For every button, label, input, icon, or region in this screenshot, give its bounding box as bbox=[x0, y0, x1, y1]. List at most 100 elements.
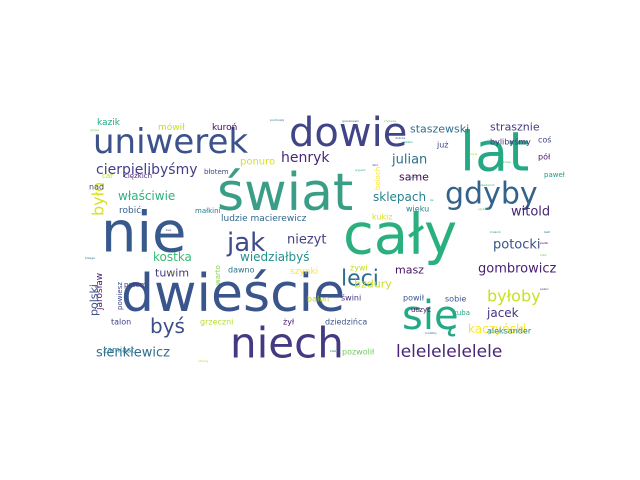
cloud-word: wiedziałbyś bbox=[240, 250, 310, 264]
cloud-word: mele bbox=[470, 152, 478, 156]
cloud-word: grzeczni bbox=[200, 318, 233, 327]
cloud-word: balon bbox=[307, 295, 329, 304]
cloud-word: lat bbox=[460, 121, 529, 184]
cloud-word: sobie bbox=[445, 295, 466, 304]
cloud-word: cholewa bbox=[384, 119, 397, 123]
cloud-word: henryk bbox=[281, 150, 330, 166]
cloud-word: sklepach bbox=[373, 190, 426, 204]
cloud-word: julian bbox=[391, 153, 427, 168]
cloud-word: jak bbox=[226, 228, 265, 258]
cloud-word: talon bbox=[111, 318, 131, 327]
cloud-word: było bbox=[89, 182, 108, 216]
cloud-word: nie bbox=[101, 201, 187, 266]
cloud-word: wydał bbox=[408, 175, 417, 179]
cloud-word: uczyć bbox=[411, 306, 431, 314]
cloud-word: byłoby bbox=[487, 287, 541, 306]
cloud-word: byś bbox=[150, 314, 185, 338]
cloud-word: robić bbox=[119, 205, 141, 216]
cloud-word: ciężkich bbox=[124, 172, 152, 180]
cloud-word: już bbox=[436, 141, 449, 150]
cloud-word: witold bbox=[511, 205, 550, 220]
cloud-word: spalić bbox=[540, 287, 549, 291]
cloud-word: pochwały bbox=[270, 118, 284, 122]
cloud-word: akademik bbox=[480, 183, 495, 187]
cloud-word: świni bbox=[341, 293, 361, 303]
cloud-word: nad bbox=[89, 183, 104, 192]
cloud-word: potocki bbox=[493, 238, 541, 253]
cloud-word: kraśnik bbox=[490, 230, 501, 234]
cloud-word: chcesz bbox=[168, 271, 179, 275]
cloud-word: dwieście bbox=[121, 264, 345, 324]
cloud-word: leci bbox=[341, 267, 379, 292]
cloud-word: kostka bbox=[153, 250, 192, 264]
cloud-word: wyjazd bbox=[355, 168, 365, 172]
cloud-word: paweł bbox=[544, 171, 565, 179]
cloud-word: sienkiewicz bbox=[96, 346, 170, 361]
cloud-word: żył bbox=[283, 318, 295, 327]
cloud-word: małkini bbox=[195, 207, 221, 215]
cloud-word: gombrowicz bbox=[478, 262, 557, 277]
cloud-word: kazik bbox=[97, 118, 121, 128]
cloud-word: dobrze bbox=[395, 136, 405, 140]
cloud-word: świat bbox=[217, 163, 353, 223]
cloud-word: kukiz bbox=[372, 213, 393, 222]
cloud-word: mówił bbox=[158, 122, 185, 133]
cloud-word: kładł bbox=[330, 349, 337, 353]
cloud-word: uniwerek bbox=[93, 122, 248, 162]
cloud-word: skaka bbox=[404, 140, 413, 144]
cloud-word: lelelelelelele bbox=[396, 342, 502, 362]
cloud-word: dowie bbox=[289, 110, 407, 156]
cloud-word: dawno bbox=[228, 266, 255, 275]
cloud-word: niezyt bbox=[287, 233, 326, 248]
cloud-word: coś bbox=[538, 135, 551, 145]
cloud-word: kolega bbox=[85, 256, 95, 260]
cloud-word: tuwim bbox=[155, 267, 189, 280]
cloud-word: bylibyśmy bbox=[490, 137, 531, 147]
cloud-word: żywi bbox=[350, 264, 368, 273]
cloud-word: powiesz bbox=[116, 282, 124, 310]
cloud-word: obrony bbox=[198, 359, 209, 363]
cloud-word: łaził bbox=[544, 230, 550, 234]
cloud-word: właściwie bbox=[118, 189, 175, 203]
cloud-word: dziś bbox=[372, 163, 378, 167]
cloud-word: grankowski bbox=[342, 119, 359, 123]
cloud-word: polski bbox=[88, 284, 101, 316]
cloud-word: kaczyński bbox=[468, 322, 526, 336]
cloud-word: błotem bbox=[204, 168, 229, 176]
cloud-word: zdrowa bbox=[500, 160, 511, 164]
cloud-word: masz bbox=[395, 264, 424, 277]
cloud-word: ile bbox=[430, 198, 434, 202]
cloud-word: car bbox=[102, 172, 113, 180]
cloud-word: niech bbox=[230, 319, 344, 368]
cloud-word: się bbox=[402, 293, 459, 339]
cloud-word: bolach bbox=[374, 167, 382, 190]
cloud-word: ludzie macierewicz bbox=[221, 214, 307, 224]
cloud-word: zamiast bbox=[103, 346, 134, 355]
cloud-word: szynki bbox=[290, 267, 318, 277]
cloud-word: pozwolił bbox=[342, 348, 375, 357]
cloud-word: ponuro bbox=[240, 157, 275, 168]
cloud-word: padło bbox=[540, 241, 548, 245]
cloud-word: strasznie bbox=[490, 121, 540, 134]
cloud-word: gdyby bbox=[445, 177, 538, 212]
cloud-word: warto bbox=[214, 265, 222, 285]
cloud-word: szybkie bbox=[478, 207, 489, 211]
cloud-word: kuba bbox=[453, 309, 470, 317]
cloud-word: bzdury bbox=[354, 278, 392, 291]
cloud-word: bez bbox=[166, 228, 172, 232]
cloud-word: pół bbox=[538, 152, 551, 162]
cloud-word: same bbox=[399, 171, 429, 184]
cloud-word: glupia bbox=[90, 128, 99, 132]
cloud-word: cierpielibyśmy bbox=[96, 162, 198, 178]
cloud-word: staszewski bbox=[410, 123, 469, 136]
cloud-word: potem bbox=[124, 281, 147, 289]
cloud-word: jarosław bbox=[95, 273, 105, 311]
cloud-word: wieku bbox=[406, 205, 429, 214]
cloud-word: jacek bbox=[486, 306, 519, 320]
cloud-word: aleksander bbox=[487, 327, 532, 336]
cloud-word: zrobiłby bbox=[425, 331, 437, 335]
cloud-word: powił bbox=[403, 294, 425, 303]
